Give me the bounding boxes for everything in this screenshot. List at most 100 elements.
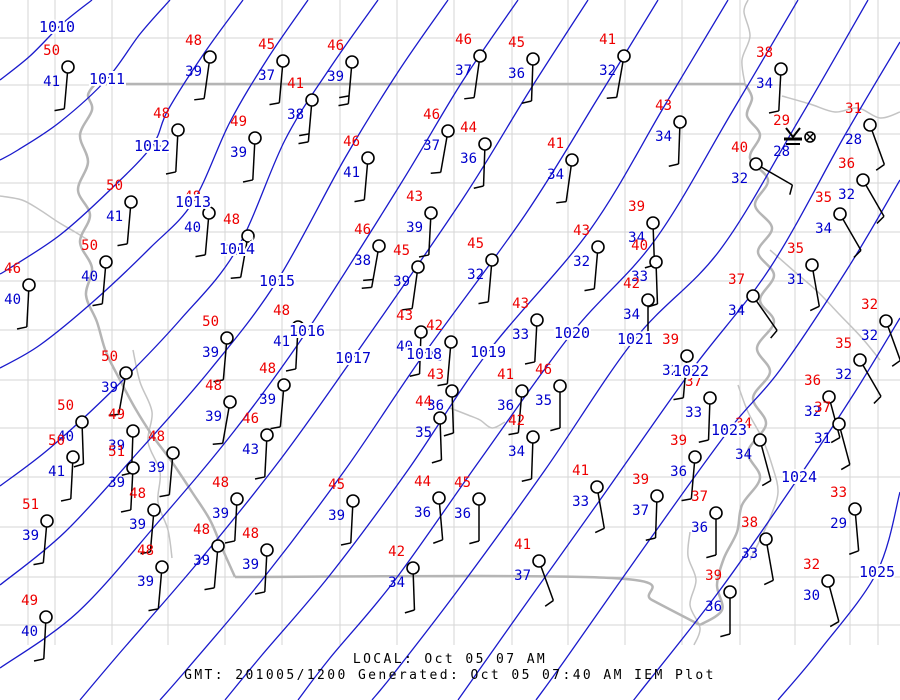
wind-barb-tick xyxy=(212,442,223,445)
wind-barb-tick xyxy=(402,307,413,311)
temperature-label: 51 xyxy=(108,444,125,460)
dewpoint-label: 39 xyxy=(393,274,410,290)
isobar-line xyxy=(371,0,869,700)
dewpoint-label: 32 xyxy=(838,187,855,203)
station-plot: 46 40 xyxy=(4,261,36,330)
isobar-pressure-label: 1021 xyxy=(617,330,653,348)
dewpoint-label: 34 xyxy=(547,167,564,183)
station-plot: 41 34 xyxy=(547,136,579,204)
temperature-label: 44 xyxy=(414,474,431,490)
wind-barb-shaft xyxy=(295,332,299,369)
wind-barb-shaft xyxy=(363,163,369,200)
dewpoint-label: 36 xyxy=(497,398,514,414)
station-plot: 43 33 xyxy=(512,296,544,365)
temperature-label: 39 xyxy=(670,433,687,449)
wind-barb-tick xyxy=(809,305,820,312)
isobar-pressure-label: 1013 xyxy=(175,193,211,211)
isobar-pressure-label: 1014 xyxy=(219,240,255,258)
dewpoint-label: 39 xyxy=(242,557,259,573)
station-circle xyxy=(833,207,847,221)
station-circle xyxy=(749,157,763,171)
wind-barb-tick xyxy=(556,200,567,204)
station-plot: 35 34 xyxy=(815,190,862,258)
station-plot: 46 37 xyxy=(455,32,487,100)
station-plot: 45 39 xyxy=(393,243,425,311)
station-circle xyxy=(202,206,216,220)
wind-barb-shaft xyxy=(42,526,48,563)
wind-barb-tick xyxy=(269,102,280,106)
station-circle xyxy=(220,331,234,345)
station-circle xyxy=(853,353,867,367)
state-border xyxy=(699,83,776,627)
station-plot: 35 31 xyxy=(787,241,821,312)
state-border-layer xyxy=(76,82,776,627)
station-plot: 48 41 xyxy=(153,106,185,175)
station-plot: 44 36 xyxy=(460,120,492,189)
station-circle xyxy=(441,124,455,138)
wind-barb-tick xyxy=(339,95,350,99)
isobar-pressure-label: 1019 xyxy=(470,343,506,361)
dewpoint-label: 28 xyxy=(845,132,862,148)
temperature-label: 41 xyxy=(572,463,589,479)
wind-barb-tick xyxy=(298,141,309,145)
river-line xyxy=(449,407,506,429)
station-circle xyxy=(753,433,767,447)
isobar-line xyxy=(535,179,900,700)
wind-barb-tick xyxy=(681,498,692,502)
wind-barb-tick xyxy=(443,432,454,437)
wind-barb-tick xyxy=(354,199,365,203)
station-plot: 36 32 xyxy=(838,156,885,224)
wind-barb-shaft xyxy=(487,265,493,302)
station-plot: 46 41 xyxy=(343,134,375,203)
station-circle xyxy=(832,417,846,431)
isobar-pressure-label: 1022 xyxy=(673,362,709,380)
isobar-pressure-label: 1017 xyxy=(335,349,371,367)
wind-barb-tick xyxy=(706,554,717,559)
wind-barb-shaft xyxy=(828,586,840,622)
state-border xyxy=(76,83,237,578)
wind-barb-shaft xyxy=(473,61,480,98)
station-circle xyxy=(372,239,386,253)
wind-barb-tick xyxy=(768,110,779,114)
rivers-layer xyxy=(0,0,900,646)
dewpoint-label: 40 xyxy=(21,624,38,640)
temperature-label: 50 xyxy=(101,349,118,365)
dewpoint-label: 33 xyxy=(631,269,648,285)
isobar-line xyxy=(0,0,171,161)
station-circle xyxy=(848,502,862,516)
station-circle xyxy=(746,289,760,303)
wind-barb-shaft xyxy=(530,64,534,102)
present-weather-icon xyxy=(784,127,816,145)
temperature-label: 46 xyxy=(242,411,259,427)
station-plot: 49 39 xyxy=(230,114,262,183)
wind-barb-tick xyxy=(33,562,44,566)
station-circle xyxy=(411,260,425,274)
temperature-label: 50 xyxy=(57,398,74,414)
station-circle xyxy=(822,390,836,404)
temperature-label: 39 xyxy=(628,199,645,215)
dewpoint-label: 32 xyxy=(662,363,679,379)
wind-barb-tick xyxy=(431,459,442,464)
temperature-label: 49 xyxy=(21,593,38,609)
station-plot: 50 39 xyxy=(202,314,234,383)
station-plot: 31 28 xyxy=(845,101,886,171)
station-plot: 45 32 xyxy=(467,236,499,305)
isobar-pressure-label: 1012 xyxy=(134,137,170,155)
station-circle xyxy=(532,554,546,568)
dewpoint-label: 36 xyxy=(508,66,525,82)
temperature-label: 40 xyxy=(731,140,748,156)
dewpoint-label: 39 xyxy=(230,145,247,161)
temperature-label: 51 xyxy=(22,497,39,513)
dewpoint-label: 41 xyxy=(43,74,60,90)
wind-barb-shaft xyxy=(117,378,126,415)
station-plot: 43 32 xyxy=(573,223,605,292)
station-circle xyxy=(473,49,487,63)
wind-barb-tick xyxy=(544,599,554,607)
station-plot: 42 34 xyxy=(508,413,540,482)
isobar-pressure-label: 1025 xyxy=(859,563,895,581)
isobar-line xyxy=(457,41,900,700)
wind-barb-tick xyxy=(433,539,443,544)
dewpoint-label: 36 xyxy=(460,151,477,167)
station-circle xyxy=(276,54,290,68)
station-circle xyxy=(346,494,360,508)
